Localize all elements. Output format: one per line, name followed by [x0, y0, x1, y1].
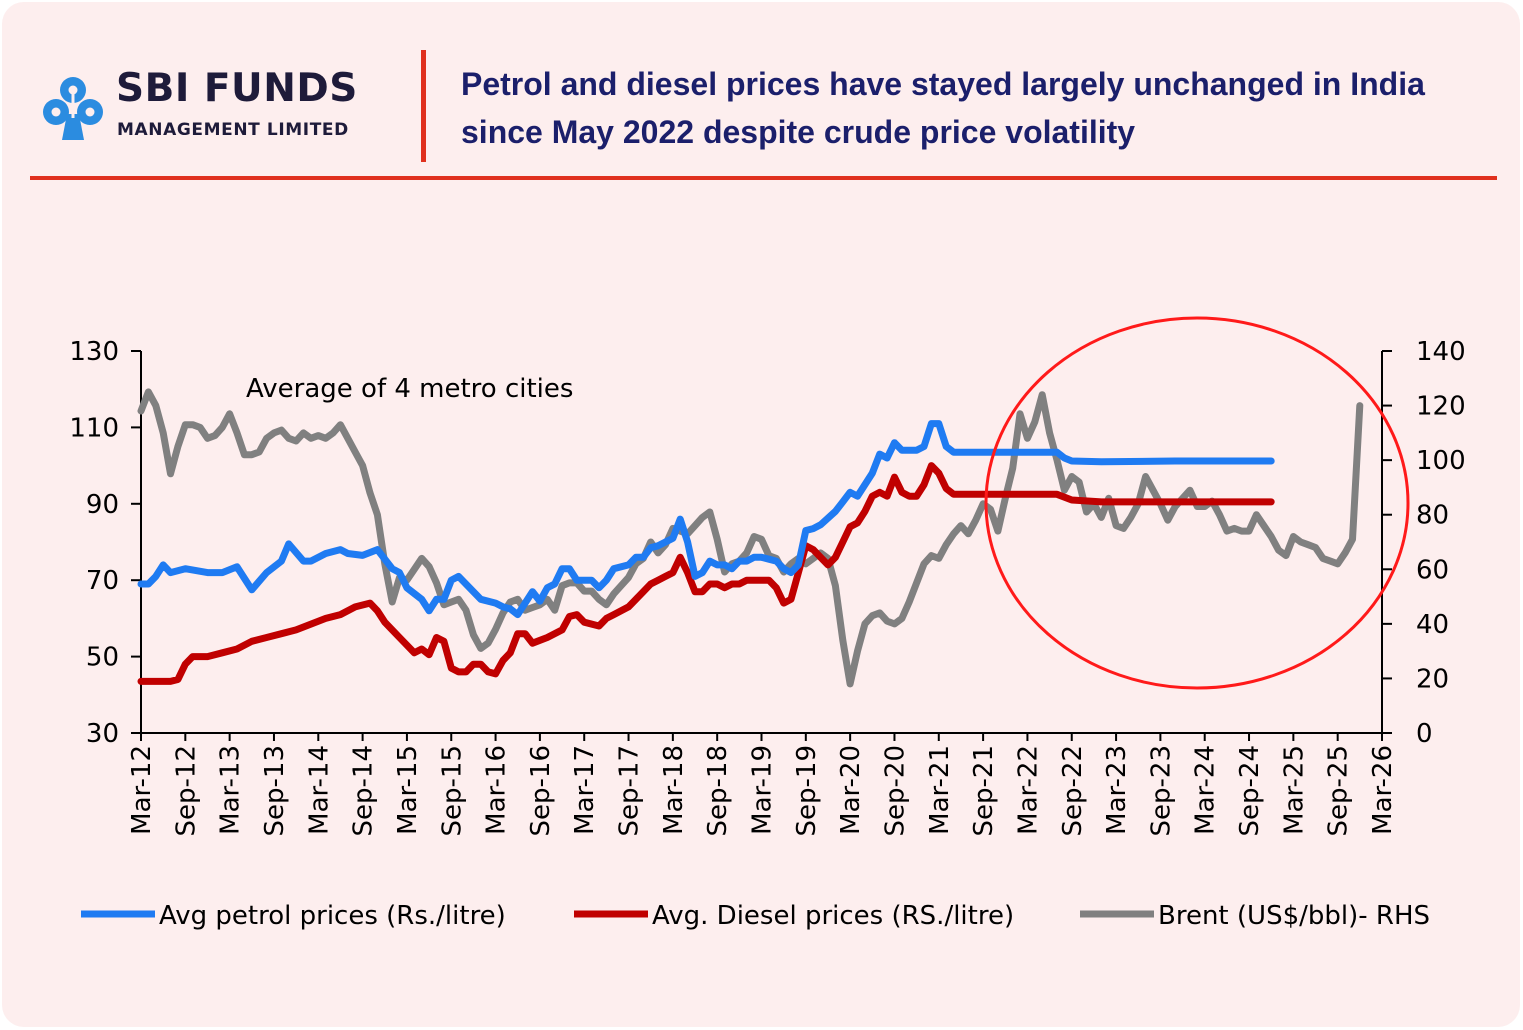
- x-tick-label: Mar-13: [216, 745, 246, 835]
- brand-subtitle: MANAGEMENT LIMITED: [117, 120, 349, 140]
- y-right-tick-label: 100: [1416, 446, 1466, 476]
- sbi-funds-logo: SBI FUNDS MANAGEMENT LIMITED: [42, 66, 402, 148]
- y-right-tick-label: 20: [1416, 664, 1449, 694]
- header-divider: [421, 50, 426, 162]
- x-tick-label: Mar-16: [482, 745, 512, 835]
- x-tick-label: Mar-14: [304, 745, 334, 835]
- x-tick-label: Sep-21: [969, 745, 999, 836]
- legend-label-petrol: Avg petrol prices (Rs./litre): [159, 901, 506, 931]
- x-tick-label: Mar-25: [1279, 745, 1309, 835]
- x-tick-label: Sep-20: [880, 745, 910, 836]
- x-tick-label: Mar-20: [836, 745, 866, 835]
- x-tick-label: Sep-23: [1146, 745, 1176, 836]
- petrol-line: [137, 420, 1275, 619]
- y-right-tick-label: 120: [1416, 392, 1466, 422]
- chart-series: [137, 388, 1364, 688]
- chart-legend: Avg petrol prices (Rs./litre) Avg. Diesel…: [81, 901, 1430, 931]
- brent-line: [137, 388, 1364, 688]
- x-tick-label: Mar-23: [1102, 745, 1132, 835]
- x-tick-label: Mar-19: [748, 745, 778, 835]
- highlight-circle: [984, 316, 1410, 690]
- x-tick-label: Sep-18: [703, 745, 733, 836]
- legend-label-diesel: Avg. Diesel prices (RS./litre): [652, 901, 1014, 931]
- headline: Petrol and diesel prices have stayed lar…: [461, 66, 1425, 150]
- brand-name: SBI FUNDS: [116, 66, 358, 111]
- x-tick-label: Mar-17: [570, 745, 600, 835]
- y-left-tick-label: 130: [69, 337, 119, 367]
- y-right-tick-label: 80: [1416, 501, 1449, 531]
- x-tick-label: Sep-19: [792, 745, 822, 836]
- chart-annotation: Average of 4 metro cities: [246, 374, 573, 404]
- x-tick-label: Sep-16: [526, 745, 556, 836]
- y-left-tick-label: 30: [86, 719, 119, 749]
- x-tick-label: Sep-14: [349, 745, 379, 836]
- header-rule: [30, 176, 1497, 180]
- y-right-tick-label: 140: [1416, 337, 1466, 367]
- legend-label-brent: Brent (US$/bbl)- RHS: [1158, 901, 1430, 931]
- x-tick-label: Mar-15: [393, 745, 423, 835]
- y-right-tick-label: 40: [1416, 610, 1449, 640]
- y-left-tick-label: 50: [86, 643, 119, 673]
- x-tick-label: Mar-22: [1013, 745, 1043, 835]
- y-left-tick-label: 70: [86, 566, 119, 596]
- y-left-tick-label: 90: [86, 490, 119, 520]
- x-tick-label: Sep-25: [1324, 745, 1354, 836]
- x-tick-label: Sep-24: [1235, 745, 1265, 836]
- y-left-tick-label: 110: [69, 413, 119, 443]
- x-tick-label: Sep-22: [1058, 745, 1088, 836]
- x-tick-label: Mar-12: [127, 745, 157, 835]
- chart-axes: 30 50 70 90 110 130 0 20 40 60 80 100 120 140 Mar-12 Se…: [69, 337, 1465, 836]
- x-tick-label: Mar-24: [1191, 745, 1221, 835]
- x-tick-label: Sep-13: [260, 745, 290, 836]
- x-tick-label: Sep-15: [437, 745, 467, 836]
- x-tick-label: Mar-26: [1368, 745, 1398, 835]
- sbi-keyhole-icon: [43, 77, 103, 140]
- y-right-tick-label: 0: [1416, 719, 1433, 749]
- x-tick-label: Sep-17: [615, 745, 645, 836]
- x-tick-label: Mar-18: [659, 745, 689, 835]
- y-right-tick-label: 60: [1416, 555, 1449, 585]
- diesel-line: [137, 462, 1275, 685]
- x-tick-label: Sep-12: [171, 745, 201, 836]
- x-tick-label: Mar-21: [925, 745, 955, 835]
